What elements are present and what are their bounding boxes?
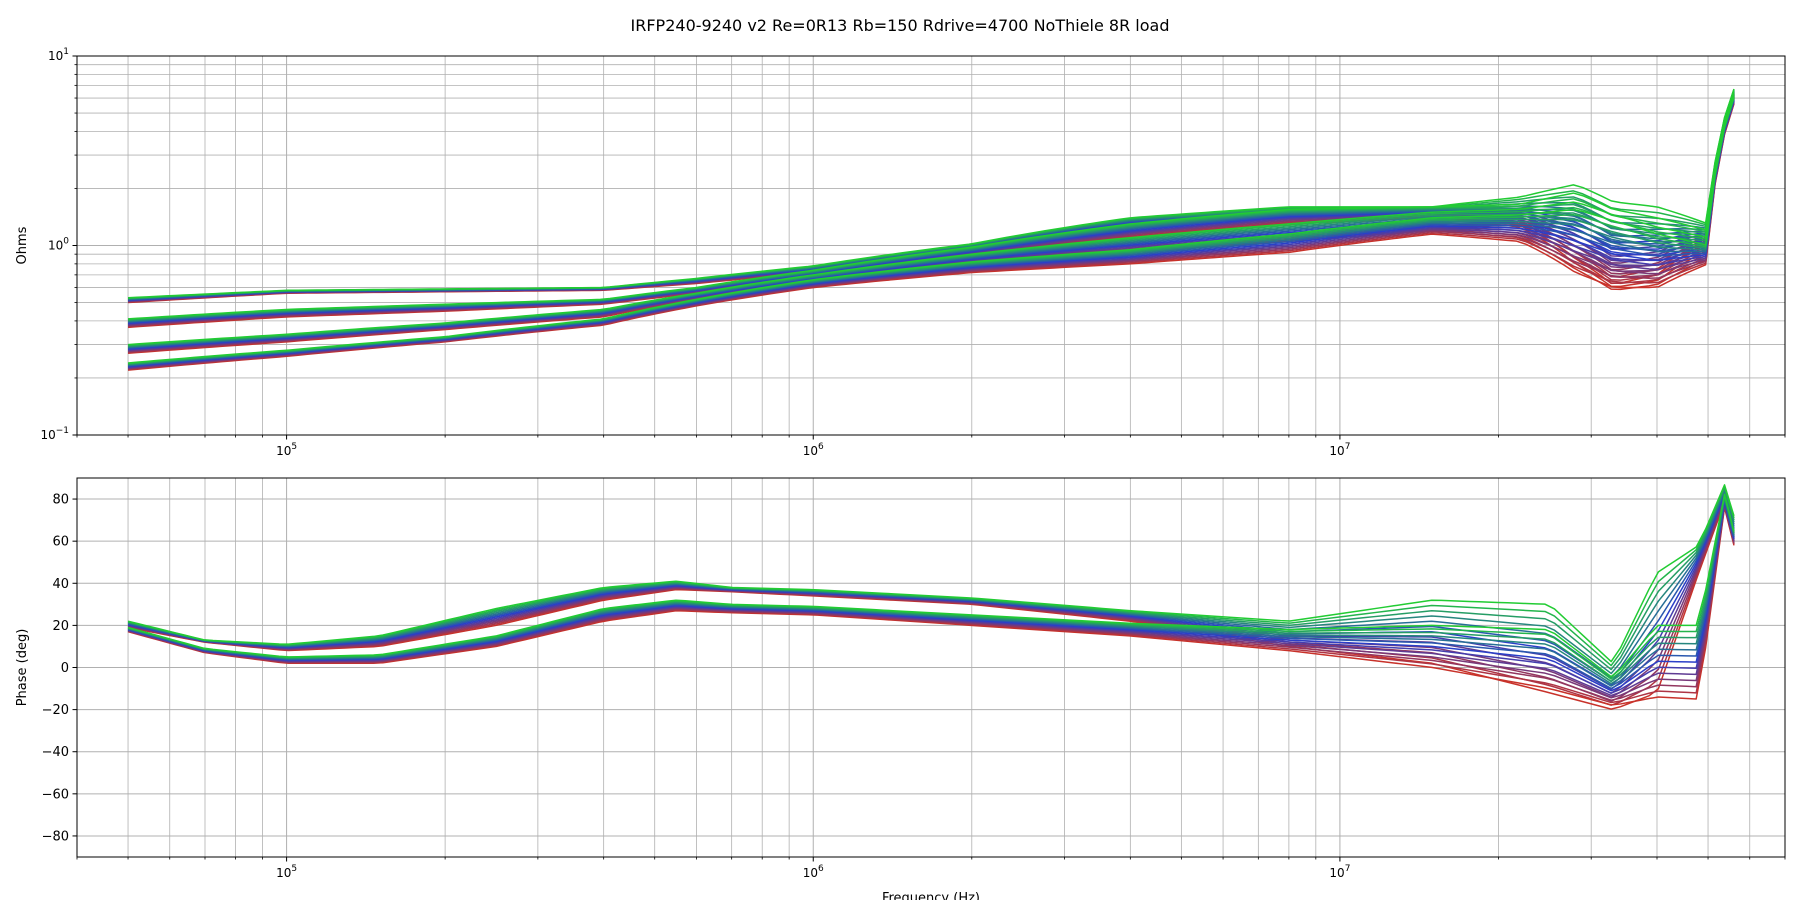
x-tick-label-base: 10 [1329,866,1344,880]
x-tick-label-base: 10 [803,444,818,458]
y-tick-label: 10−1 [40,426,69,442]
phase-x-ticks: 105 106 107 [76,857,1786,880]
x-tick-label: 106 [803,442,824,458]
x-tick-label: 105 [276,442,297,458]
impedance-x-ticks: 105 106 107 [76,435,1786,458]
series-line [127,96,1735,364]
impedance-curves [127,88,1735,371]
series-line [127,93,1735,346]
y-tick-label: 20 [52,619,69,634]
impedance-y-axis-label: Ohms [15,226,30,264]
x-tick-label-base: 10 [1329,444,1344,458]
x-tick-label: 106 [803,864,824,880]
x-tick-label-base: 10 [276,866,291,880]
phase-y-ticks: 80 60 40 20 0 −20 −40 −60 −80 [42,493,77,844]
y-tick-label: 101 [48,47,69,63]
phase-curves [127,484,1735,710]
y-tick-label: −40 [42,745,69,760]
y-tick-label: 80 [52,493,69,508]
y-tick-label: 100 [48,237,69,253]
x-tick-label-exponent: 6 [818,442,824,452]
phase-y-axis-label: Phase (deg) [15,629,30,707]
x-tick-label: 107 [1329,864,1350,880]
y-tick-label: 40 [52,577,69,592]
x-tick-label-exponent: 7 [1345,864,1351,874]
x-tick-label-exponent: 5 [291,864,297,874]
y-tick-label: −20 [42,703,69,718]
x-tick-label: 107 [1329,442,1350,458]
y-tick-label: −80 [42,829,69,844]
impedance-grid [76,55,1786,436]
y-tick-label-base: 10 [48,49,63,63]
y-tick-label: 60 [52,535,69,550]
y-tick-label: 0 [61,661,69,676]
series-line [128,88,1735,299]
y-tick-label-base: 10 [40,428,55,442]
y-tick-label-exponent: 1 [63,47,69,57]
series-line [127,484,1735,663]
y-tick-label-exponent: −1 [56,426,69,436]
x-tick-label-base: 10 [276,444,291,458]
y-tick-label-base: 10 [48,239,63,253]
x-tick-label-exponent: 6 [818,864,824,874]
x-tick-label-exponent: 7 [1345,442,1351,452]
y-tick-label: −60 [42,787,69,802]
x-tick-label-exponent: 5 [291,442,297,452]
x-axis-label: Frequency (Hz) [882,891,980,900]
x-tick-label-base: 10 [803,866,818,880]
series-line [127,91,1735,320]
y-tick-label-exponent: 0 [63,237,69,247]
chart-title: IRFP240-9240 v2 Re=0R13 Rb=150 Rdrive=47… [631,16,1170,35]
x-tick-label: 105 [276,864,297,880]
series-line [127,493,1735,678]
